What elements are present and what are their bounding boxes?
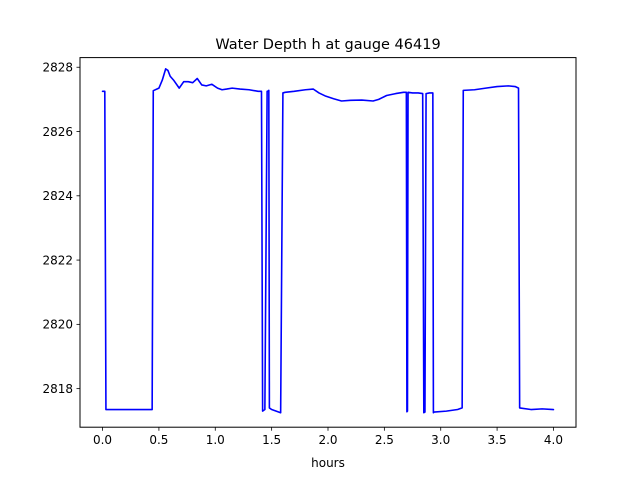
series-layer — [101, 68, 555, 414]
x-tick-label: 2.5 — [375, 433, 394, 447]
x-axis-label: hours — [311, 456, 345, 470]
x-tick-label: 2.0 — [318, 433, 337, 447]
y-tick-label: 2818 — [42, 382, 73, 396]
chart-title: Water Depth h at gauge 46419 — [215, 37, 440, 53]
y-tick-label: 2826 — [42, 125, 73, 139]
x-axis: 0.0 0.5 1.0 1.5 2.0 2.5 3.0 3.5 4.0 — [93, 427, 563, 447]
x-tick-label: 4.0 — [544, 433, 563, 447]
y-axis: 2818 2820 2822 2824 2826 2828 — [42, 61, 80, 396]
y-tick-label: 2828 — [42, 61, 73, 75]
y-tick-label: 2822 — [42, 253, 73, 267]
x-tick-label: 1.5 — [262, 433, 281, 447]
series-line-0 — [101, 68, 555, 414]
y-tick-label: 2820 — [42, 318, 73, 332]
x-tick-label: 3.5 — [488, 433, 507, 447]
x-tick-label: 0.0 — [93, 433, 112, 447]
x-tick-label: 1.0 — [206, 433, 225, 447]
y-tick-label: 2824 — [42, 189, 73, 203]
x-tick-label: 3.0 — [431, 433, 450, 447]
x-tick-label: 0.5 — [149, 433, 168, 447]
